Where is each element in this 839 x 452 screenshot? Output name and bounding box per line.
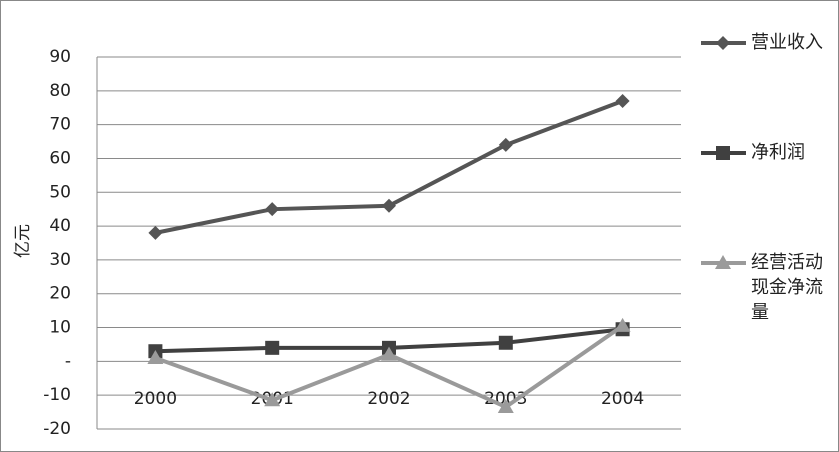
- y-axis-label: 亿元: [13, 224, 33, 258]
- legend-marker: [715, 255, 731, 269]
- data-point: [265, 340, 280, 355]
- data-point: [497, 399, 514, 414]
- x-tick-label: 2000: [134, 389, 177, 409]
- legend-label: 营业收入: [751, 32, 823, 53]
- x-tick-label: 2002: [367, 389, 410, 409]
- y-tick-label: 20: [49, 284, 71, 304]
- data-point: [498, 335, 513, 350]
- data-point: [382, 198, 396, 213]
- data-point: [264, 392, 281, 407]
- data-point: [498, 137, 513, 152]
- data-point: [265, 202, 280, 217]
- x-tick-label: 2004: [601, 389, 644, 409]
- y-tick-label: 40: [49, 216, 71, 236]
- series-line: [155, 99, 624, 235]
- data-point: [148, 225, 163, 240]
- y-tick-label: -: [65, 351, 71, 371]
- y-tick-label: 50: [49, 182, 71, 202]
- y-tick-label: 70: [49, 115, 71, 135]
- y-tick-label: -20: [43, 419, 71, 439]
- y-tick-label: -10: [43, 385, 71, 405]
- legend-marker: [716, 146, 730, 160]
- y-tick-label: 60: [49, 148, 71, 168]
- y-tick-label: 10: [49, 318, 71, 338]
- legend-label: 净利润: [751, 142, 805, 163]
- data-point: [615, 93, 630, 108]
- data-point: [381, 346, 397, 361]
- data-point: [147, 349, 164, 364]
- y-tick-label: 30: [49, 250, 71, 270]
- y-tick-label: 90: [49, 47, 71, 67]
- legend-label: 经营活动现金净流量: [751, 252, 823, 323]
- legend-marker: [716, 36, 730, 50]
- y-tick-label: 80: [49, 81, 71, 101]
- data-point: [614, 317, 631, 332]
